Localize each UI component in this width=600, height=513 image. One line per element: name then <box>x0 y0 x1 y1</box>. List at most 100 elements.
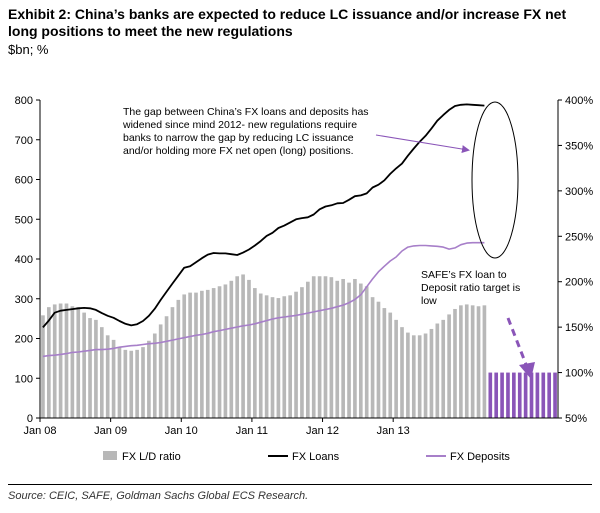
ld-ratio-bar <box>152 333 157 418</box>
line-series <box>42 103 485 358</box>
target-ratio-bar <box>541 372 546 418</box>
ld-ratio-bar <box>235 276 240 418</box>
source-note: Source: CEIC, SAFE, Goldman Sachs Global… <box>8 490 309 502</box>
y-left-tick-label: 200 <box>15 334 33 346</box>
units-label: $bn; % <box>8 42 49 57</box>
ld-ratio-bar <box>335 280 340 418</box>
ld-ratio-bar <box>358 283 363 418</box>
gap-annotation-text: banks to narrow the gap by reducing LC i… <box>123 132 354 144</box>
ld-ratio-bar <box>194 292 198 418</box>
ld-ratio-bar <box>429 328 434 418</box>
ld-ratio-bar <box>200 290 204 418</box>
ld-ratio-bar <box>394 319 398 418</box>
y-right-tick-label: 200% <box>565 277 593 289</box>
ld-ratio-bar <box>353 278 357 418</box>
ld-ratio-bar <box>111 339 116 418</box>
ld-ratio-bar <box>459 305 463 418</box>
ld-ratio-bar <box>70 306 75 418</box>
ld-ratio-bar <box>347 282 351 418</box>
gap-annotation-arrow <box>375 134 470 153</box>
ld-ratio-bar <box>88 318 92 418</box>
ld-ratio-bar <box>382 308 387 418</box>
axes: 0 100 200 300 400 500 600 700 800 50% 100% 150% 200%… <box>15 95 594 437</box>
ld-ratio-bar <box>117 347 122 418</box>
target-ratio-bar <box>535 372 540 418</box>
ld-ratio-bar <box>323 276 328 418</box>
ld-ratio-bar <box>258 293 263 418</box>
x-tick-label: Jan 08 <box>23 425 56 437</box>
ld-ratio-bar <box>205 289 210 418</box>
ld-ratio-bar <box>176 299 181 418</box>
ld-ratio-bar <box>476 306 481 418</box>
ld-ratio-bar <box>482 305 487 418</box>
ld-ratio-bar <box>317 276 322 418</box>
exhibit-title: Exhibit 2: China’s banks are expected to… <box>8 6 567 39</box>
ld-ratio-bar <box>276 298 281 418</box>
target-ratio-bar <box>523 372 528 418</box>
bar-series <box>41 274 557 418</box>
y-left-tick-label: 400 <box>15 254 33 266</box>
ld-ratio-bar <box>99 327 104 418</box>
target-ratio-bar <box>547 372 551 418</box>
ld-ratio-bar <box>170 307 175 418</box>
ld-ratio-bar <box>229 280 234 418</box>
ld-ratio-bar <box>453 308 457 418</box>
y-left-tick-label: 600 <box>15 175 33 187</box>
ld-ratio-bar <box>82 312 86 418</box>
ld-ratio-bar <box>464 304 469 418</box>
gap-annotation-text: The gap between China’s FX loans and dep… <box>123 106 369 118</box>
y-left-tick-label: 300 <box>15 294 33 306</box>
ld-ratio-bar <box>41 315 45 418</box>
ld-ratio-bar <box>470 305 475 418</box>
target-arrow-head <box>519 362 535 379</box>
ld-ratio-bar <box>435 323 440 418</box>
footer-rule <box>8 484 592 485</box>
ld-ratio-bar <box>247 279 251 418</box>
fx-deposits-line <box>42 241 485 358</box>
ld-ratio-bar <box>182 294 187 418</box>
legend-label-deposits: FX Deposits <box>450 451 510 463</box>
legend-swatch-ratio <box>103 451 117 460</box>
ld-ratio-bar <box>223 284 228 418</box>
y-right-tick-label: 50% <box>565 413 587 425</box>
ld-ratio-bar <box>141 347 145 418</box>
ld-ratio-bar <box>253 288 257 418</box>
y-right-tick-label: 100% <box>565 368 593 380</box>
ld-ratio-bar <box>164 316 169 418</box>
x-tick-label: Jan 09 <box>94 425 127 437</box>
ld-ratio-bar <box>47 307 51 418</box>
ld-ratio-bar <box>64 303 69 418</box>
y-right-tick-label: 400% <box>565 95 593 107</box>
target-ratio-bar <box>488 372 493 418</box>
legend-label-ratio: FX L/D ratio <box>122 451 181 463</box>
ld-ratio-bar <box>270 297 275 418</box>
target-dashed-arrow <box>506 317 529 368</box>
x-tick-label: Jan 12 <box>306 425 339 437</box>
ld-ratio-bar <box>329 277 334 418</box>
ld-ratio-bar <box>158 324 163 418</box>
ld-ratio-bar <box>447 314 451 418</box>
gap-annotation-text: widened since mind 2012- new regulations… <box>122 119 357 131</box>
ld-ratio-bar <box>423 333 428 418</box>
y-left-tick-label: 800 <box>15 95 33 107</box>
ld-ratio-bar <box>147 340 151 418</box>
ld-ratio-bar <box>129 350 134 418</box>
annotations: The gap between China’s FX loans and dep… <box>122 101 535 379</box>
y-left-tick-label: 700 <box>15 135 33 147</box>
y-right-tick-label: 150% <box>565 322 593 334</box>
ld-ratio-bar <box>123 349 128 418</box>
ld-ratio-bar <box>105 335 110 418</box>
target-ratio-bar <box>529 372 534 418</box>
y-left-tick-label: 100 <box>15 373 33 385</box>
target-annotation-text: SAFE’s FX loan to <box>421 269 507 281</box>
ld-ratio-bar <box>294 291 298 418</box>
ld-ratio-bar <box>370 297 375 418</box>
x-tick-label: Jan 11 <box>236 425 268 437</box>
x-tick-label: Jan 13 <box>377 425 410 437</box>
x-tick-label: Jan 10 <box>165 425 198 437</box>
ld-ratio-bar <box>341 278 345 418</box>
target-ratio-bar <box>494 372 499 418</box>
target-ratio-bar <box>517 372 522 418</box>
ld-ratio-bar <box>400 327 404 418</box>
